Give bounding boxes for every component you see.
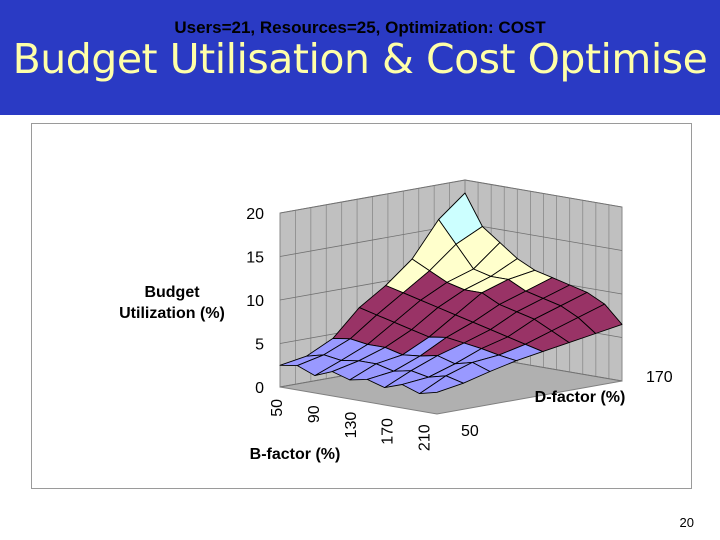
z-tick-label: 5 [255, 337, 264, 354]
chart-title: Users=21, Resources=25, Optimization: CO… [174, 18, 546, 37]
surface-plot [279, 192, 623, 395]
x-tick-label: 170 [380, 418, 397, 445]
z-tick-label: 15 [246, 250, 264, 267]
z-tick-label: 0 [255, 380, 264, 397]
z-gridline [279, 179, 623, 214]
x-tick-label: 130 [343, 412, 360, 439]
y-axis-title: D-factor (%) [535, 389, 626, 406]
slide-number: 20 [679, 515, 694, 530]
x-tick-label: 210 [417, 424, 434, 451]
x-axis-title: B-factor (%) [250, 446, 341, 463]
x-tick-label: 50 [269, 399, 286, 417]
slide-title: Budget Utilisation & Cost Optimise [12, 35, 708, 83]
axis-labels: 0 5 10 15 20 50 90 130 170 210 50 170 Budget Utilizat… [119, 206, 673, 463]
z-axis-title: Budget Utilization (%) [119, 284, 225, 322]
z-tick-label: 10 [246, 293, 264, 310]
title-bar [0, 0, 720, 115]
surface-cell [419, 375, 464, 395]
z-tick-label: 20 [246, 206, 264, 223]
x-tick-label: 90 [306, 405, 323, 423]
z-axis-title-line: Utilization (%) [119, 305, 225, 322]
y-tick-label: 170 [646, 369, 673, 386]
z-axis-title-line: Budget [144, 284, 200, 301]
y-tick-label: 50 [461, 423, 479, 440]
